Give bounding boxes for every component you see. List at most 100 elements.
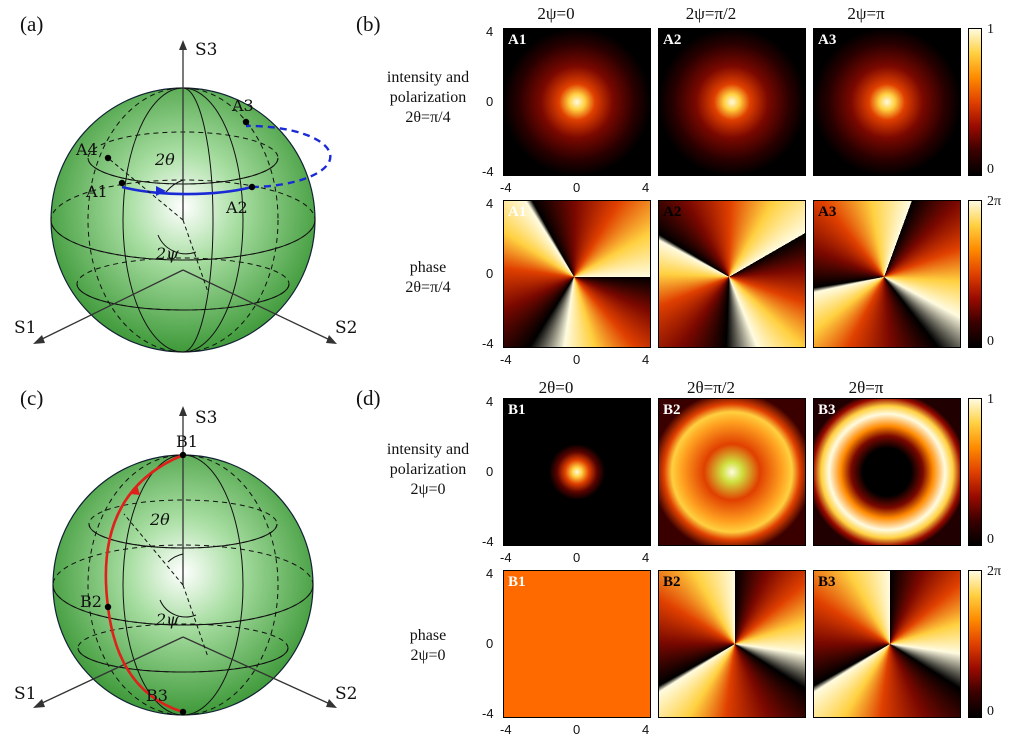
row-label-b-phase: phase 2θ=π/4: [405, 259, 451, 296]
row-label-d-phase: phase 2ψ=0: [409, 627, 447, 664]
xtick-b1-right: 4: [642, 180, 650, 195]
axis-label-s1: S1: [14, 684, 37, 704]
sublabel-a2: A2: [663, 32, 682, 48]
phase-map-a2: [658, 200, 806, 348]
cbar-min-d1: 0: [987, 532, 994, 547]
poincare-sphere-a: [33, 40, 337, 353]
axis-label-s2: S2: [335, 684, 358, 704]
sublabel-a1-phase: A1: [508, 204, 527, 220]
s2-axis: [182, 269, 331, 341]
point-a4: [104, 154, 112, 162]
ytick-b2-bot: -4: [482, 336, 494, 351]
colorbar-intensity-d: [968, 398, 982, 546]
xtick-d2-mid: 0: [573, 722, 581, 737]
phase-map-a3: [813, 200, 961, 348]
panel-label-d: (d): [356, 386, 381, 410]
s2-axis: [182, 636, 331, 705]
cbar-min-b1: 0: [987, 162, 994, 177]
s1-axis: [39, 269, 184, 341]
col-title-b-1: 2ψ=0: [537, 4, 575, 23]
point-label-a2: A2: [226, 198, 248, 217]
xtick-d1-mid: 0: [573, 550, 581, 565]
xtick-d1-left: -4: [500, 550, 512, 565]
cbar-min-d2: 0: [987, 704, 994, 719]
axis-label-s3: S3: [195, 408, 218, 428]
angle-psi-a: 2ψ: [156, 244, 179, 263]
col-title-d-3: 2θ=π: [848, 378, 884, 397]
xtick-b1-mid: 0: [573, 180, 581, 195]
ytick-d2-top: 4: [486, 566, 494, 581]
axis-label-s1: S1: [14, 318, 37, 338]
point-label-b3: B3: [146, 686, 168, 705]
point-b1: [179, 451, 187, 459]
sublabel-b3: B3: [818, 402, 836, 418]
sublabel-b2-phase: B2: [663, 574, 681, 590]
ytick-b1-bot: -4: [482, 164, 494, 179]
ytick-d2-mid: 0: [486, 636, 494, 651]
xtick-d2-right: 4: [642, 722, 650, 737]
trajectory-a: [121, 185, 253, 196]
sublabel-b2: B2: [663, 402, 681, 418]
point-a3: [242, 118, 250, 126]
ytick-d1-bot: -4: [482, 534, 494, 549]
phase-map-b3: [813, 570, 961, 718]
intensity-map-b2: [658, 398, 806, 546]
cbar-max-b1: 1: [987, 22, 994, 37]
phase-map-b2: [658, 570, 806, 718]
xtick-b2-left: -4: [500, 352, 512, 367]
sublabel-b1: B1: [508, 402, 526, 418]
col-title-b-3: 2ψ=π: [847, 4, 885, 23]
col-title-d-2: 2θ=π/2: [686, 378, 736, 397]
angle-psi-c: 2ψ: [156, 610, 179, 629]
intensity-map-a1: [503, 28, 651, 176]
col-title-b-2: 2ψ=π/2: [685, 4, 737, 23]
phase-map-a1: [503, 200, 651, 348]
xtick-d1-right: 4: [642, 550, 650, 565]
poincare-sphere-c: [33, 406, 337, 716]
colorbar-intensity-b: [968, 28, 982, 176]
col-title-d-1: 2θ=0: [538, 378, 574, 397]
point-b3: [179, 708, 187, 716]
cbar-max-d1: 1: [987, 392, 994, 407]
sublabel-a3: A3: [818, 32, 837, 48]
sublabel-a1: A1: [508, 32, 527, 48]
sublabel-a2-phase: A2: [663, 204, 682, 220]
panel-label-c: (c): [20, 386, 44, 410]
ytick-d1-mid: 0: [486, 464, 494, 479]
ytick-b2-top: 4: [486, 196, 494, 211]
sublabel-b1-phase: B1: [508, 574, 526, 590]
panel-label-a: (a): [20, 12, 44, 36]
intensity-map-b3: [813, 398, 961, 546]
point-a1: [118, 179, 126, 187]
cbar-max-d2: 2π: [987, 564, 1002, 579]
sublabel-b3-phase: B3: [818, 574, 836, 590]
point-label-a1: A1: [86, 182, 108, 201]
axis-label-s2: S2: [335, 318, 358, 338]
row-label-b-intensity: intensity and polarization 2θ=π/4: [386, 69, 470, 126]
point-label-a3: A3: [232, 96, 254, 115]
ytick-d2-bot: -4: [482, 706, 494, 721]
point-label-b1: B1: [176, 432, 198, 451]
ytick-b2-mid: 0: [486, 266, 494, 281]
ytick-d1-top: 4: [486, 394, 494, 409]
colorbar-phase-b: [968, 200, 982, 348]
xtick-b2-right: 4: [642, 352, 650, 367]
xtick-b1-left: -4: [500, 180, 512, 195]
intensity-map-b1: [503, 398, 651, 546]
xtick-b2-mid: 0: [573, 352, 581, 367]
point-label-b2: B2: [80, 592, 102, 611]
point-b2: [104, 603, 112, 611]
sublabel-a3-phase: A3: [818, 204, 837, 220]
colorbar-phase-d: [968, 570, 982, 718]
panel-label-b: (b): [356, 12, 381, 36]
cbar-min-b2: 0: [987, 334, 994, 349]
xtick-d2-left: -4: [500, 722, 512, 737]
point-a2: [248, 183, 256, 191]
angle-theta-a: 2θ: [155, 150, 175, 169]
row-label-d-intensity: intensity and polarization 2ψ=0: [386, 441, 470, 498]
intensity-map-a2: [658, 28, 806, 176]
cbar-max-b2: 2π: [987, 194, 1002, 209]
s1-axis: [39, 636, 184, 705]
phase-map-b1: [503, 570, 651, 718]
ytick-b1-mid: 0: [486, 94, 494, 109]
